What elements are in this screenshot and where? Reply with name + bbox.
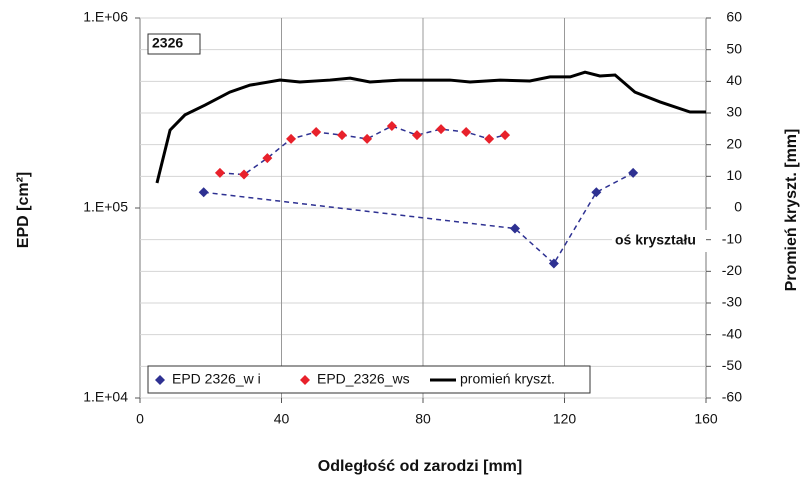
legend-marker bbox=[300, 375, 310, 385]
y2-axis-title: Promień kryszt. [mm] bbox=[783, 129, 800, 292]
marker bbox=[628, 167, 639, 178]
y-tick-label: 1.E+06 bbox=[83, 9, 128, 25]
legend-box bbox=[147, 365, 591, 394]
x-tick-label: 80 bbox=[415, 411, 431, 427]
marker bbox=[500, 130, 511, 141]
marker bbox=[262, 153, 273, 164]
y2-tick-label: -10 bbox=[722, 230, 742, 246]
x-axis-title: Odległość od zarodzi [mm] bbox=[318, 458, 522, 475]
marker bbox=[311, 127, 322, 138]
marker bbox=[362, 133, 373, 144]
marker bbox=[436, 124, 447, 135]
y-axis-title: EPD [cm²] bbox=[15, 172, 32, 248]
legend-label: EPD 2326_w i bbox=[172, 371, 261, 387]
marker bbox=[461, 127, 472, 138]
y2-tick-label: -20 bbox=[722, 262, 742, 278]
marker bbox=[214, 167, 225, 178]
marker bbox=[411, 130, 422, 141]
y2-tick-label: 0 bbox=[734, 199, 742, 215]
marker bbox=[548, 258, 559, 269]
y2-tick-label: -30 bbox=[722, 294, 742, 310]
x-tick-label: 40 bbox=[274, 411, 290, 427]
annotation: 2326 bbox=[152, 35, 183, 51]
legend-label: promień kryszt. bbox=[460, 371, 555, 387]
legend-marker bbox=[155, 375, 165, 385]
y2-tick-label: 20 bbox=[726, 135, 742, 151]
x-tick-label: 120 bbox=[553, 411, 577, 427]
marker bbox=[509, 223, 520, 234]
y-tick-label: 1.E+04 bbox=[83, 389, 128, 405]
y2-tick-label: 40 bbox=[726, 72, 742, 88]
marker bbox=[286, 133, 297, 144]
y2-tick-label: 60 bbox=[726, 9, 742, 25]
marker bbox=[386, 121, 397, 132]
legend-label: EPD_2326_ws bbox=[317, 371, 410, 387]
y-tick-label: 1.E+05 bbox=[83, 199, 128, 215]
y2-tick-label: 10 bbox=[726, 167, 742, 183]
y2-tick-label: 30 bbox=[726, 104, 742, 120]
line bbox=[155, 70, 706, 184]
annotation-box bbox=[147, 33, 201, 55]
y2-tick-label: -40 bbox=[722, 325, 742, 341]
annotation-bg bbox=[612, 230, 710, 252]
x-tick-label: 160 bbox=[694, 411, 718, 427]
marker bbox=[336, 130, 347, 141]
marker bbox=[239, 169, 250, 180]
y2-tick-label: -60 bbox=[722, 389, 742, 405]
marker bbox=[484, 133, 495, 144]
y2-tick-label: 50 bbox=[726, 40, 742, 56]
annotation: oś kryształu bbox=[615, 232, 696, 248]
marker bbox=[198, 187, 209, 198]
y2-tick-label: -50 bbox=[722, 357, 742, 373]
dashed-line bbox=[203, 172, 634, 265]
x-tick-label: 0 bbox=[136, 411, 144, 427]
marker bbox=[591, 187, 602, 198]
